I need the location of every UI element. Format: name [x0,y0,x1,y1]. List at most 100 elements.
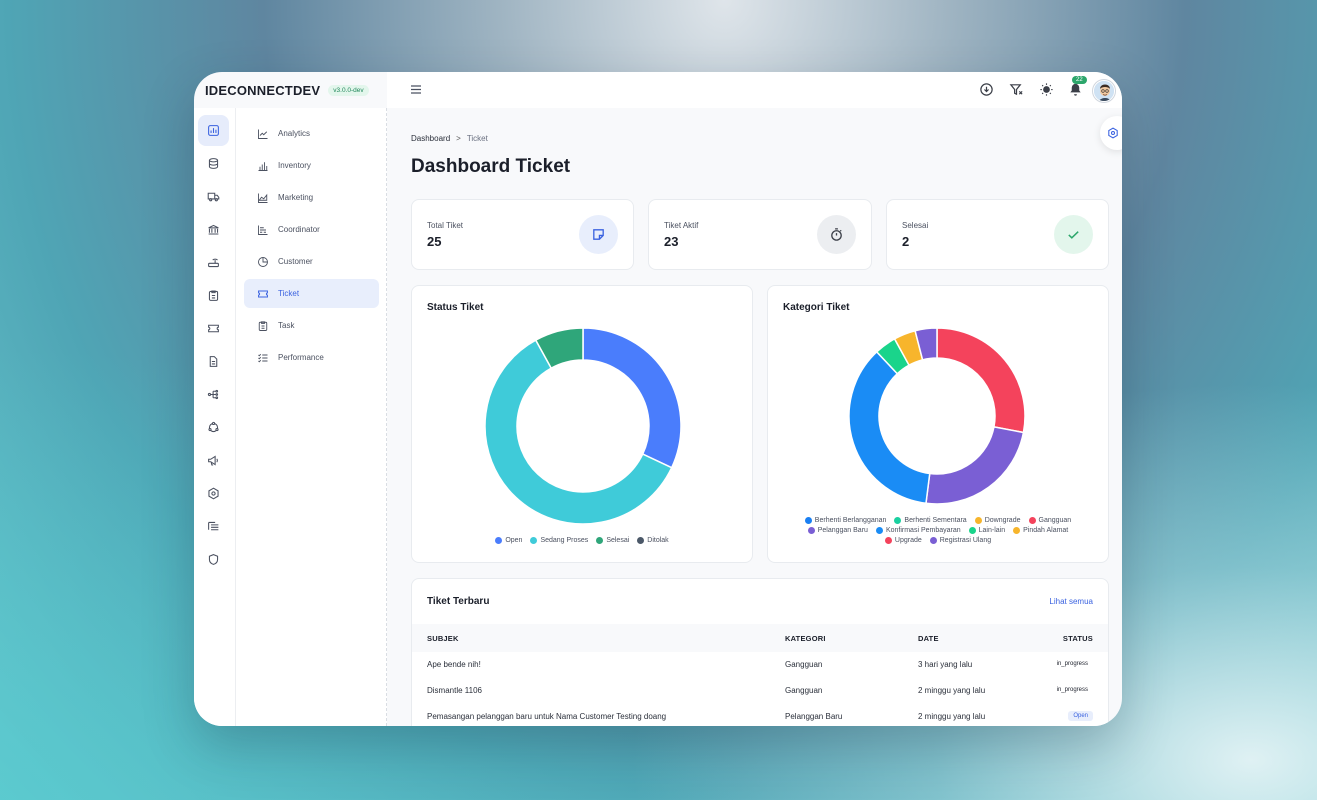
legend-item[interactable]: Selesai [596,537,629,544]
legend-label: Gangguan [1038,517,1072,524]
download-icon[interactable] [979,82,994,97]
subnav-label: Task [278,321,295,330]
shield-icon [208,554,219,565]
legend-item[interactable]: Lain-lain [968,527,1006,534]
donut-slice-selesai[interactable] [534,327,584,370]
note-icon [593,229,604,240]
subnav-label: Marketing [278,193,314,202]
legend-item[interactable]: Downgrade [974,517,1021,524]
cell-date: 3 hari yang lalu [918,660,973,669]
rail-item-router[interactable] [198,247,229,278]
rail-item-dashboard[interactable] [198,115,229,146]
legend-label: Downgrade [984,517,1021,524]
checklist-icon [258,353,268,362]
subnav-item-customer[interactable]: Customer [244,247,379,276]
subnav-label: Coordinator [278,225,320,234]
donut-slice-registrasi-ulang[interactable] [914,327,938,361]
table-row[interactable]: Ape bende nih! Gangguan 3 hari yang lalu… [412,652,1108,678]
legend-item[interactable]: Gangguan [1028,517,1072,524]
rail-item-clipboard[interactable] [198,280,229,311]
category-legend: Berhenti Berlangganan Berhenti Sementara D… [768,517,1108,544]
subnav-item-task[interactable]: Task [244,311,379,340]
legend-label: Sedang Proses [540,537,589,544]
cell-category: Pelanggan Baru [785,712,843,721]
legend-item[interactable]: Konfirmasi Pembayaran [875,527,961,534]
cell-subject: Ape bende nih! [427,660,481,669]
bell-icon[interactable] [1068,82,1083,97]
rail-item-documents[interactable] [198,346,229,377]
theme-toggle-icon[interactable] [1039,82,1054,97]
avatar[interactable] [1093,80,1115,102]
donut-slice-sedang-proses[interactable] [484,339,673,525]
subnav-item-coordinator[interactable]: Coordinator [244,215,379,244]
donut-slice-pelanggan-baru[interactable] [925,425,1025,505]
legend-swatch [968,527,976,534]
rail-item-ticket[interactable] [198,313,229,344]
version-badge: v3.0.0-dev [328,84,369,96]
subnav-item-marketing[interactable]: Marketing [244,183,379,212]
status-donut-chart [484,327,682,525]
ticket-icon [208,324,219,333]
legend-item[interactable]: Berhenti Berlangganan [804,517,886,524]
chart-title: Status Tiket [427,302,484,313]
rail-item-database[interactable] [198,148,229,179]
legend-item[interactable]: Registrasi Ulang [929,537,992,544]
breadcrumb-root[interactable]: Dashboard [411,134,451,143]
rail-item-marketing[interactable] [198,445,229,476]
stat-icon-wrap [579,215,618,254]
rail-item-delivery[interactable] [198,181,229,212]
legend-swatch [929,537,937,544]
settings-fab[interactable] [1100,116,1122,150]
legend-swatch [884,537,892,544]
network-icon [207,389,219,400]
database-icon [208,158,219,169]
table-row[interactable]: Pemasangan pelanggan baru untuk Nama Cus… [412,704,1108,726]
see-all-link[interactable]: Lihat semua [1049,597,1093,606]
bar-chart-icon [258,161,268,171]
legend-label: Lain-lain [978,527,1006,534]
rail-item-list[interactable] [198,511,229,542]
legend-item[interactable]: Ditolak [637,537,669,544]
legend-item[interactable]: Berhenti Sementara [894,517,967,524]
donut-slice-konfirmasi-pembayaran[interactable] [848,350,931,505]
settings-icon [208,487,219,500]
donut-slice-gangguan[interactable] [936,327,1026,434]
subnav-item-analytics[interactable]: Analytics [244,119,379,148]
filter-icon[interactable] [1009,82,1024,97]
clipboard-icon [208,290,219,301]
rail-item-bank[interactable] [198,214,229,245]
table-row[interactable]: Dismantle 1106 Gangguan 2 minggu yang la… [412,678,1108,704]
rail-item-security[interactable] [198,544,229,575]
subnav-item-inventory[interactable]: Inventory [244,151,379,180]
legend-label: Open [505,537,523,544]
legend-item[interactable]: Pelanggan Baru [807,527,868,534]
table-header: SUBJEK KATEGORI DATE STATUS [412,624,1108,652]
rail-item-cycle[interactable] [198,412,229,443]
menu-toggle-icon[interactable] [410,84,422,95]
legend-swatch [1028,517,1036,524]
rail-item-network[interactable] [198,379,229,410]
truck-icon [207,192,220,202]
donut-slice-open[interactable] [582,327,682,469]
legend-swatch [875,527,883,534]
subnav-label: Performance [278,353,324,362]
cycle-icon [208,421,219,433]
rail-item-settings[interactable] [198,478,229,509]
subnav-item-ticket[interactable]: Ticket [244,279,379,308]
list-icon [208,521,219,531]
legend-item[interactable]: Open [495,537,522,544]
notification-badge: 22 [1072,76,1087,84]
cell-date: 2 minggu yang lalu [918,712,986,721]
secondary-sidebar: Analytics Inventory Marketing Coordinato… [236,108,387,726]
chart-title: Kategori Tiket [783,302,850,313]
legend-item[interactable]: Upgrade [884,537,922,544]
stat-card-active: Tiket Aktif 23 [648,199,872,270]
legend-item[interactable]: Pindah Alamat [1013,527,1068,534]
brand-name: IDECONNECTDEV [205,82,321,98]
subnav-item-performance[interactable]: Performance [244,343,379,372]
legend-label: Registrasi Ulang [939,537,992,544]
legend-swatch [974,517,982,524]
legend-item[interactable]: Sedang Proses [530,537,588,544]
line-chart-icon [258,129,268,139]
cell-category: Gangguan [785,660,823,669]
